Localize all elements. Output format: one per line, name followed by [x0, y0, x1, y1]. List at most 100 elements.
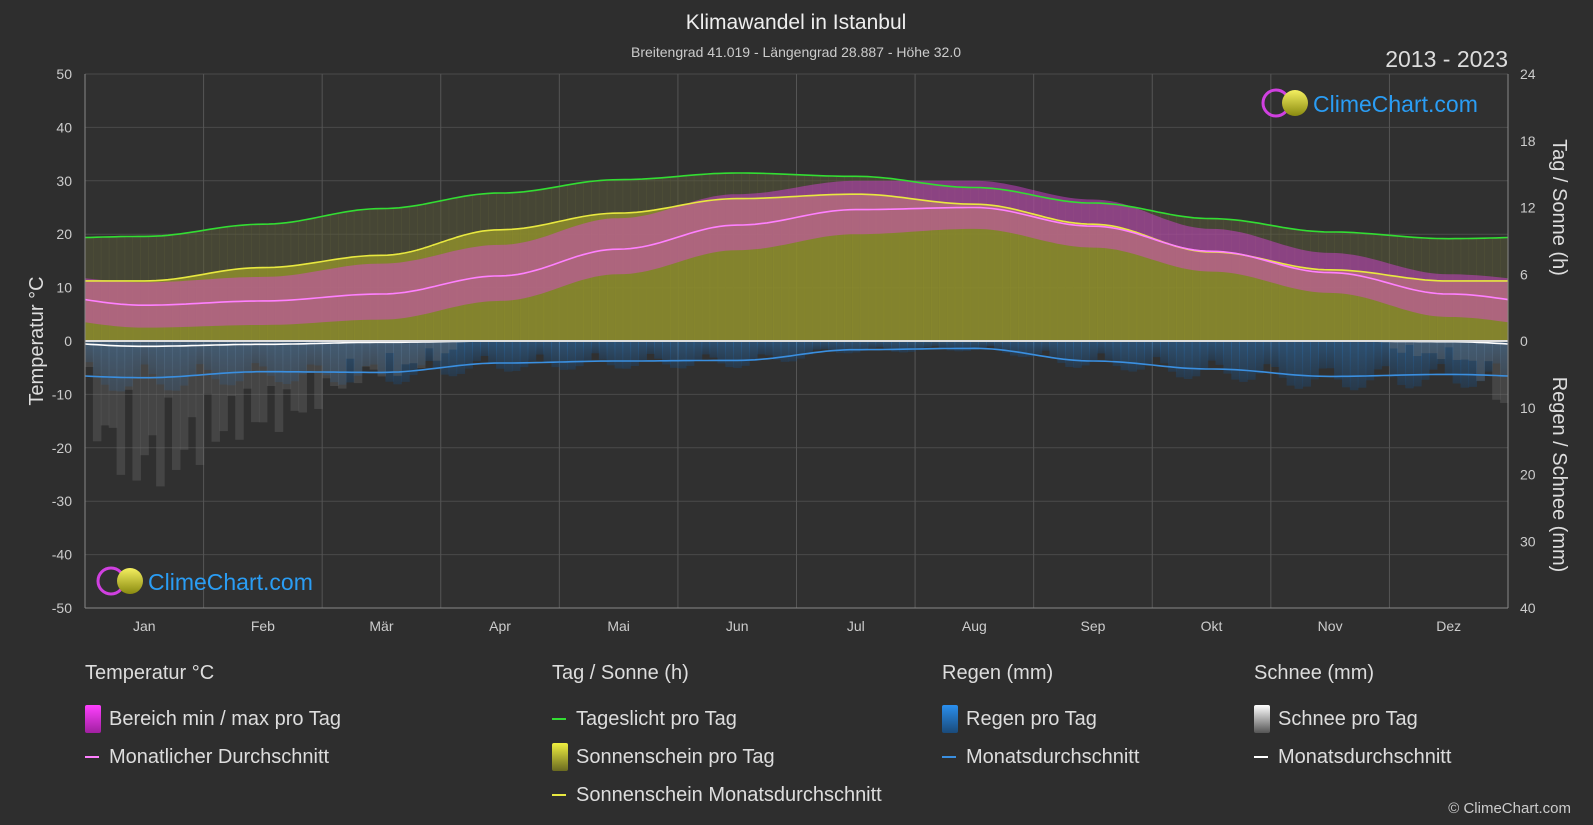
sunshine-bar	[124, 280, 134, 341]
sunshine-bar	[1168, 245, 1177, 341]
sunshine-bar	[1073, 223, 1082, 341]
snow-bar	[227, 341, 236, 397]
sunshine-bar	[828, 194, 837, 341]
rain-bar	[432, 341, 442, 370]
sunshine-bar	[345, 257, 355, 341]
rain-bar	[1049, 341, 1058, 358]
sunshine-bar	[1041, 217, 1051, 341]
snow-bar	[171, 341, 181, 470]
legend-label: Tageslicht pro Tag	[576, 707, 737, 730]
rain-bar	[1270, 341, 1280, 367]
rain-bar	[1081, 341, 1090, 366]
sunshine-bar	[448, 238, 458, 341]
rain-bar	[108, 341, 118, 391]
snow-bar	[258, 341, 268, 423]
sunshine-bar	[187, 276, 197, 341]
sunshine-bar	[1286, 265, 1296, 341]
rain-bar	[1334, 341, 1343, 380]
sunshine-bar	[132, 280, 141, 341]
rain-bar	[567, 341, 576, 370]
sunshine-bar	[891, 196, 900, 341]
sunshine-bar	[424, 246, 434, 341]
sunshine-bar	[211, 272, 220, 341]
snow-bar	[195, 341, 205, 465]
rain-bar	[369, 341, 379, 365]
rain-bar	[654, 341, 663, 359]
rain-bar	[377, 341, 387, 375]
month-tick-label: Feb	[251, 618, 275, 634]
legend-group-temperature: Temperatur °C Bereich min / max pro Tag …	[85, 662, 341, 776]
rain-bar	[1041, 341, 1051, 351]
sunshine-bar	[488, 230, 497, 341]
sunshine-bar	[780, 197, 790, 341]
rain-bar	[282, 341, 292, 385]
legend-label: Bereich min / max pro Tag	[109, 707, 341, 730]
sunshine-bar	[843, 194, 853, 341]
sunshine-bar	[243, 268, 252, 341]
sunshine-bar	[717, 199, 726, 341]
rain-bar	[820, 341, 829, 350]
rain-bar	[258, 341, 268, 367]
sunshine-bar	[551, 222, 560, 341]
sunshine-bar	[662, 208, 671, 341]
snow-bar	[448, 341, 458, 350]
snow-bar	[266, 341, 276, 386]
sunshine-bar	[1199, 251, 1209, 341]
sunshine-bar	[235, 268, 244, 341]
rain-bar	[464, 341, 473, 369]
rain-bar	[851, 341, 861, 353]
rain-bar	[559, 341, 568, 370]
sunshine-bar	[994, 206, 1003, 341]
snow-bar	[108, 341, 118, 428]
snow-bar	[219, 341, 228, 432]
rain-bar	[306, 341, 315, 365]
snow-bar	[1484, 341, 1493, 362]
rain-bar	[630, 341, 639, 366]
rain-bar	[764, 341, 774, 356]
snow-bars	[85, 341, 1509, 487]
snow-bar	[156, 341, 165, 487]
legend-label: Sonnenschein pro Tag	[576, 745, 775, 768]
rain-bar	[1199, 341, 1209, 370]
sunshine-bar	[812, 195, 821, 341]
snow-bar	[417, 341, 426, 369]
rain-bar	[915, 341, 924, 351]
rain-bar	[187, 341, 197, 377]
snow-bar	[1389, 341, 1398, 349]
snow-bar	[409, 341, 418, 364]
sunshine-bar	[306, 263, 315, 341]
rain-bar	[899, 341, 908, 353]
rain-bar	[1365, 341, 1375, 381]
snow-bar	[132, 341, 141, 481]
month-tick-label: Jul	[847, 618, 865, 634]
rain-bar	[519, 341, 529, 368]
left-tick-label: 50	[56, 66, 72, 82]
snow-bar	[1444, 341, 1454, 348]
sunshine-bar	[1365, 272, 1375, 341]
rain-bar	[1136, 341, 1145, 370]
sunshine-bar	[741, 198, 750, 341]
sunshine-bar	[511, 229, 521, 341]
left-tick-label: 30	[56, 173, 72, 189]
right-bottom-tick-label: 30	[1520, 533, 1536, 549]
rain-bar	[1152, 341, 1161, 358]
snow-bar	[345, 341, 355, 359]
sunshine-bar	[1373, 273, 1383, 341]
sunshine-bar	[385, 255, 394, 341]
sunshine-bar	[1326, 269, 1335, 341]
rain-bar	[733, 341, 742, 369]
sunshine-bar	[1334, 269, 1343, 341]
sunshine-bar	[899, 197, 908, 341]
sunshine-bar	[1397, 277, 1406, 341]
rain-bar	[1436, 341, 1446, 365]
rain-bar	[195, 341, 205, 365]
sunshine-bar	[630, 212, 639, 341]
rain-bar	[1428, 341, 1438, 370]
sunshine-bar	[915, 199, 924, 341]
sunshine-bar	[140, 280, 149, 341]
sunshine-bar	[1349, 270, 1359, 341]
rain-bar	[1089, 341, 1098, 361]
rain-bar	[203, 341, 213, 370]
sunshine-bar	[883, 195, 892, 341]
rain-bar	[606, 341, 616, 366]
